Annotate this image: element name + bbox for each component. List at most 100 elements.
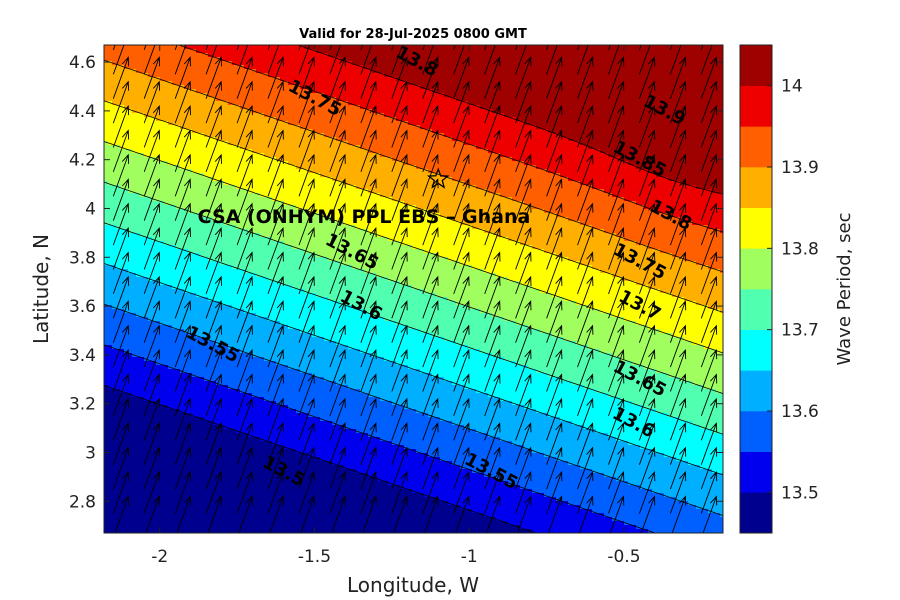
contour-cell: [196, 141, 201, 146]
contour-cell: [164, 237, 169, 242]
contour-cell: [120, 133, 125, 138]
contour-cell: [132, 257, 137, 262]
contour-cell: [136, 433, 141, 438]
contour-cell: [112, 325, 117, 330]
contour-cell: [248, 441, 253, 446]
contour-cell: [112, 373, 117, 378]
contour-cell: [148, 369, 153, 374]
contour-cell: [264, 109, 269, 114]
contour-cell: [140, 125, 145, 130]
contour-cell: [164, 505, 169, 510]
contour-cell: [260, 89, 265, 94]
contour-cell: [252, 145, 257, 150]
contour-cell: [224, 525, 229, 530]
contour-cell: [104, 437, 109, 442]
contour-cell: [132, 49, 137, 54]
contour-cell: [200, 113, 205, 118]
contour-cell: [172, 85, 177, 90]
contour-cell: [160, 105, 165, 110]
contour-cell: [224, 73, 229, 78]
contour-cell: [128, 129, 133, 134]
contour-cell: [200, 357, 205, 362]
contour-cell: [132, 337, 137, 342]
contour-cell: [228, 497, 233, 502]
contour-cell: [220, 65, 225, 70]
contour-cell: [164, 165, 169, 170]
contour-cell: [220, 257, 225, 262]
contour-cell: [220, 369, 225, 374]
contour-cell: [180, 293, 185, 298]
contour-cell: [140, 513, 145, 518]
contour-cell: [224, 445, 229, 450]
contour-cell: [140, 185, 145, 190]
contour-cell: [256, 477, 261, 482]
contour-cell: [220, 485, 225, 490]
contour-cell: [176, 341, 181, 346]
contour-cell: [192, 401, 197, 406]
contour-cell: [128, 361, 133, 366]
contour-cell: [196, 145, 201, 150]
contour-cell: [180, 457, 185, 462]
contour-cell: [152, 277, 157, 282]
contour-cell: [232, 285, 237, 290]
contour-cell: [104, 133, 109, 138]
contour-cell: [152, 189, 157, 194]
contour-cell: [176, 117, 181, 122]
contour-cell: [180, 105, 185, 110]
contour-cell: [136, 253, 141, 258]
contour-cell: [160, 505, 165, 510]
contour-cell: [148, 317, 153, 322]
contour-cell: [132, 289, 137, 294]
contour-cell: [152, 213, 157, 218]
contour-cell: [200, 169, 205, 174]
contour-cell: [120, 417, 125, 422]
contour-cell: [108, 337, 113, 342]
contour-cell: [220, 521, 225, 526]
contour-cell: [220, 457, 225, 462]
contour-cell: [260, 133, 265, 138]
contour-cell: [192, 285, 197, 290]
contour-cell: [144, 397, 149, 402]
contour-cell: [200, 193, 205, 198]
contour-cell: [148, 49, 153, 54]
contour-cell: [172, 241, 177, 246]
contour-cell: [132, 501, 137, 506]
contour-cell: [248, 125, 253, 130]
contour-cell: [236, 497, 241, 502]
contour-cell: [188, 237, 193, 242]
contour-cell: [200, 77, 205, 82]
contour-cell: [140, 53, 145, 58]
contour-cell: [132, 245, 137, 250]
contour-cell: [136, 365, 141, 370]
contour-cell: [164, 345, 169, 350]
contour-cell: [112, 329, 117, 334]
contour-cell: [132, 129, 137, 134]
contour-cell: [120, 181, 125, 186]
contour-cell: [228, 245, 233, 250]
contour-cell: [156, 489, 161, 494]
contour-cell: [108, 173, 113, 178]
contour-cell: [112, 293, 117, 298]
contour-cell: [104, 249, 109, 254]
contour-cell: [116, 189, 121, 194]
contour-cell: [176, 77, 181, 82]
contour-cell: [132, 369, 137, 374]
contour-cell: [220, 149, 225, 154]
contour-cell: [220, 281, 225, 286]
contour-cell: [180, 465, 185, 470]
contour-cell: [208, 289, 213, 294]
contour-cell: [124, 293, 129, 298]
contour-cell: [228, 145, 233, 150]
contour-cell: [140, 61, 145, 66]
contour-cell: [164, 69, 169, 74]
contour-cell: [108, 425, 113, 430]
contour-cell: [128, 253, 133, 258]
contour-cell: [224, 161, 229, 166]
contour-cell: [216, 101, 221, 106]
contour-cell: [256, 341, 261, 346]
contour-cell: [160, 57, 165, 62]
contour-cell: [196, 389, 201, 394]
contour-cell: [136, 437, 141, 442]
contour-cell: [236, 133, 241, 138]
contour-cell: [180, 201, 185, 206]
